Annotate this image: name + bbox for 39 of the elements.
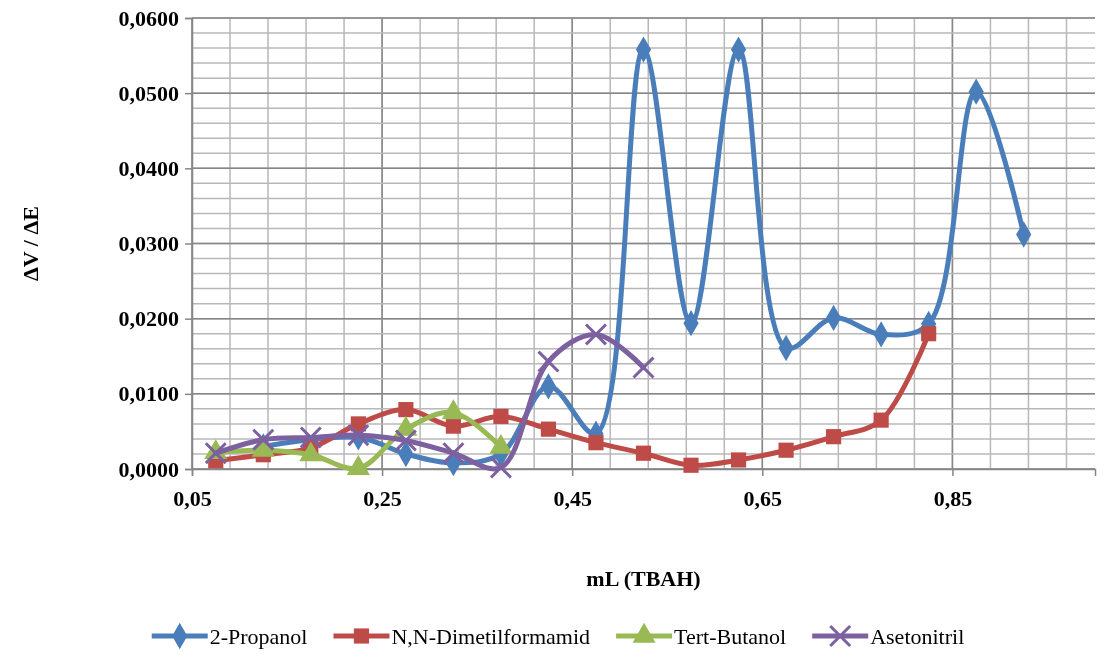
point — [398, 402, 414, 418]
point — [588, 435, 604, 451]
x-tick-label: 0,05 — [173, 485, 212, 511]
point — [632, 356, 655, 379]
x-tick-label: 0,85 — [933, 485, 973, 511]
point — [540, 421, 557, 437]
y-tick-label: 0,0000 — [118, 456, 179, 482]
x-tick-label: 0,25 — [363, 485, 402, 511]
y-tick-label: 0,0400 — [118, 155, 179, 181]
y-tick-label: 0,0100 — [118, 381, 179, 407]
point — [537, 350, 560, 373]
y-tick-label: 0,0300 — [118, 231, 179, 257]
point — [873, 412, 889, 428]
legend-label: Asetonitril — [870, 624, 965, 649]
legend-label: N,N-Dimetilformamid — [391, 624, 591, 649]
x-tick-label: 0,45 — [553, 485, 592, 511]
y-tick-label: 0,0600 — [118, 5, 179, 31]
x-axis-title: mL (TBAH) — [586, 566, 701, 591]
point — [683, 457, 699, 473]
y-tick-label: 0,0500 — [118, 80, 179, 106]
point — [204, 441, 228, 465]
point — [299, 425, 323, 449]
point — [445, 418, 461, 434]
point — [778, 442, 794, 458]
point — [635, 445, 652, 461]
point — [584, 323, 608, 346]
point — [394, 428, 418, 452]
y-tick-label: 0,0200 — [118, 306, 179, 332]
legend-label: 2-Propanol — [209, 624, 308, 649]
point — [493, 408, 509, 424]
point — [921, 326, 937, 342]
point — [441, 441, 465, 465]
y-axis-title: ΔV / ΔE — [18, 206, 43, 281]
point — [826, 429, 842, 445]
x-tick-label: 0,65 — [743, 485, 783, 511]
point — [489, 456, 513, 479]
point — [730, 452, 747, 468]
legend-label: Tert-Butanol — [674, 624, 787, 649]
point — [251, 428, 275, 452]
